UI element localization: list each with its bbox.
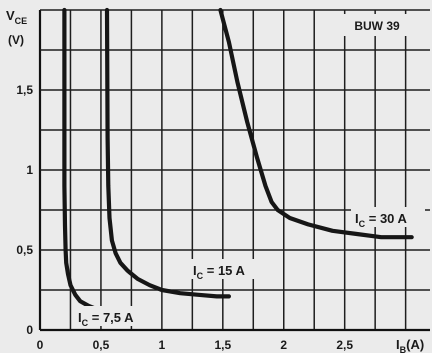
- series-label-background: [74, 306, 154, 326]
- title-background: [343, 14, 411, 36]
- y-tick-label: 1: [26, 163, 33, 177]
- x-tick-label: 2: [280, 338, 287, 352]
- series-label-background: [189, 259, 261, 279]
- chart-title: BUW 39: [354, 19, 400, 33]
- y-axis-unit: (V): [8, 33, 24, 47]
- series-line-3: [218, 7, 414, 240]
- y-tick-label: 1,5: [16, 83, 33, 97]
- series-line-1: [62, 7, 134, 317]
- series-label-1: IC = 7,5 A: [78, 310, 134, 328]
- series-label-3: IC = 30 A: [355, 211, 408, 229]
- series-line-2: [104, 7, 231, 299]
- x-axis-label: IB(A): [396, 337, 424, 353]
- tick-layer: 0 0,5 1 1,5 2 2,5 0 0,5 1 1,5: [16, 83, 353, 352]
- x-tick-label: 1,5: [214, 338, 231, 352]
- series-label-2: IC = 15 A: [193, 263, 246, 281]
- y-axis-label: VCE: [6, 8, 27, 26]
- x-tick-label: 2,5: [336, 338, 353, 352]
- x-tick-label: 1: [159, 338, 166, 352]
- grid-layer: [38, 9, 430, 332]
- series-label-background: [351, 207, 425, 227]
- y-tick-label: 0,5: [16, 243, 33, 257]
- x-tick-label: 0: [37, 338, 44, 352]
- y-tick-label: 0: [26, 323, 33, 337]
- label-layer: VCE (V) IB(A) BUW 39 IC = 7,5 A IC = 15 A IC =…: [6, 8, 425, 353]
- x-tick-label: 0,5: [93, 338, 110, 352]
